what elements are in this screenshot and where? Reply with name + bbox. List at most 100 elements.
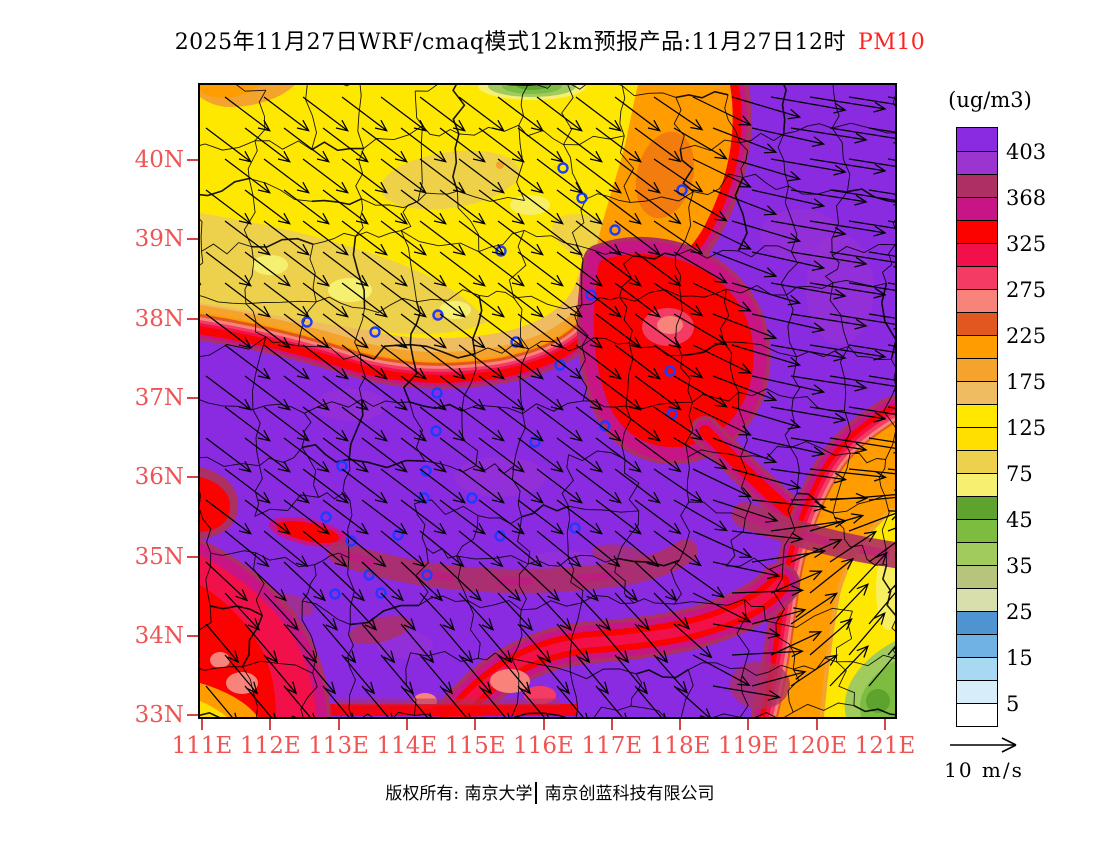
lon-label: 119E xyxy=(718,733,779,759)
legend-color-cell xyxy=(957,243,997,266)
legend-color-cell xyxy=(957,588,997,611)
station-marker xyxy=(369,326,381,338)
lon-tick xyxy=(542,719,545,730)
station-marker xyxy=(375,587,387,599)
legend-level-label: 403 xyxy=(1006,139,1047,164)
title-main: 2025年11月27日WRF/cmaq模式12km预报产品:11月27日12时 xyxy=(174,30,846,55)
lon-tick xyxy=(201,719,203,730)
legend-color-cell xyxy=(957,266,997,289)
lat-label: 38N xyxy=(134,305,184,332)
legend-color-cell xyxy=(957,151,997,174)
lat-label: 33N xyxy=(134,702,184,729)
legend-color-cell xyxy=(957,381,997,404)
station-marker xyxy=(495,245,507,257)
legend-color-cell xyxy=(957,335,997,358)
legend-color-cell xyxy=(957,450,997,473)
lat-label: 39N xyxy=(134,226,184,253)
station-marker xyxy=(329,588,341,600)
lon-label: 118E xyxy=(649,733,711,759)
legend-level-label: 15 xyxy=(1006,645,1033,670)
station-marker xyxy=(585,289,597,301)
title-pollutant: PM10 xyxy=(857,30,926,55)
station-marker xyxy=(557,162,569,174)
lon-label: 120E xyxy=(786,733,848,759)
legend-level-label: 325 xyxy=(1006,231,1047,256)
copyright-company: 南京创蓝科技有限公司 xyxy=(544,784,715,804)
legend-color-cell xyxy=(957,220,997,243)
lat-label: 40N xyxy=(134,147,184,173)
lat-tick xyxy=(187,476,198,479)
lon-tick xyxy=(474,719,477,730)
lon-tick xyxy=(679,719,682,730)
lon-label: 116E xyxy=(513,733,574,759)
lon-tick xyxy=(269,719,272,730)
footer-divider-icon xyxy=(534,782,537,804)
legend-level-label: 368 xyxy=(1006,185,1047,210)
legend-color-cell xyxy=(957,703,997,726)
legend-color-cell xyxy=(957,427,997,450)
legend-color-cell xyxy=(957,473,997,496)
lat-label: 36N xyxy=(134,464,184,491)
legend-level-label: 75 xyxy=(1006,461,1033,486)
station-marker xyxy=(336,460,348,472)
legend-level-label: 25 xyxy=(1006,599,1033,624)
station-marker xyxy=(529,436,541,448)
legend-color-cell xyxy=(957,174,997,197)
legend-color-cell xyxy=(957,197,997,220)
station-marker xyxy=(420,465,432,477)
legend-level-label: 45 xyxy=(1006,507,1033,532)
station-marker xyxy=(664,365,676,377)
lon-label: 112E xyxy=(239,733,301,759)
copyright-owner: 版权所有: 南京大学 xyxy=(385,784,533,804)
legend-color-cell xyxy=(957,312,997,335)
legend-level-label: 125 xyxy=(1006,415,1047,440)
legend-level-label: 275 xyxy=(1006,277,1047,302)
station-marker xyxy=(320,511,332,523)
legend-color-cell xyxy=(957,542,997,565)
station-marker xyxy=(345,535,357,547)
wind-scale-label: 10 m/s xyxy=(944,758,1024,782)
lat-tick xyxy=(187,396,198,399)
station-marker xyxy=(569,522,581,534)
lon-tick xyxy=(610,719,613,730)
lon-tick xyxy=(405,719,408,730)
page-title: 2025年11月27日WRF/cmaq模式12km预报产品:11月27日12时 P… xyxy=(0,24,1100,56)
lat-tick xyxy=(187,159,198,161)
copyright-footer: 版权所有: 南京大学 南京创蓝科技有限公司 xyxy=(0,779,1100,804)
pm10-contour-map xyxy=(200,85,895,717)
station-marker xyxy=(466,492,478,504)
legend-color-cell xyxy=(957,404,997,427)
lat-label: 35N xyxy=(134,543,184,570)
lat-label: 34N xyxy=(134,622,184,649)
lon-label: 113E xyxy=(308,733,369,759)
legend-level-label: 35 xyxy=(1006,553,1033,578)
legend-color-cell xyxy=(957,128,997,151)
station-marker xyxy=(421,569,433,581)
lon-label: 111E xyxy=(171,733,233,759)
lat-tick xyxy=(187,555,198,558)
lon-tick xyxy=(815,719,818,730)
station-marker xyxy=(432,309,444,321)
lon-tick xyxy=(337,719,340,730)
lon-label: 115E xyxy=(444,733,506,759)
map-frame xyxy=(198,83,897,719)
legend-color-cell xyxy=(957,634,997,657)
wind-scale-arrow-icon xyxy=(950,737,1017,753)
lon-label: 114E xyxy=(376,733,438,759)
station-marker xyxy=(609,224,621,236)
station-marker xyxy=(430,425,442,437)
station-marker xyxy=(392,529,404,541)
station-marker xyxy=(431,387,443,399)
legend-level-label: 175 xyxy=(1006,369,1047,394)
legend-color-cell xyxy=(957,565,997,588)
wind-scale: 10 m/s xyxy=(940,735,1028,782)
legend-color-cell xyxy=(957,358,997,381)
lat-tick xyxy=(187,714,198,717)
lon-label: 121E xyxy=(854,733,916,759)
lon-tick xyxy=(884,719,886,730)
legend-color-cell xyxy=(957,657,997,680)
station-marker xyxy=(363,569,375,581)
lon-label: 117E xyxy=(581,733,643,759)
legend-unit-label: (ug/m3) xyxy=(948,88,1032,112)
